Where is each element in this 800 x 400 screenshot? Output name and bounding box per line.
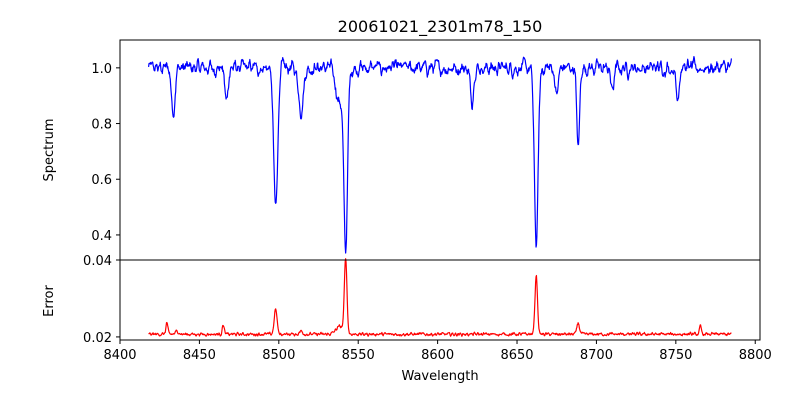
x-tick-label: 8450: [183, 348, 216, 363]
spectrum-series-group: [147, 55, 733, 254]
error-line: [148, 258, 732, 337]
chart-title: 20061021_2301m78_150: [338, 17, 543, 37]
spectrum-panel: 0.4 0.6 0.8 1.0 Spectrum: [42, 39, 761, 261]
spectrum-y-tick-label: 0.8: [91, 118, 112, 133]
x-tick-label: 8500: [262, 348, 295, 363]
spectrum-y-tick-label: 1.0: [91, 62, 112, 77]
error-y-axis-label: Error: [42, 285, 57, 317]
x-tick-label: 8800: [739, 348, 772, 363]
x-tick-label: 8400: [103, 348, 136, 363]
error-panel: 0.02 0.04 8400 8450 8500 8550 8600 8650 8700 875…: [42, 254, 772, 384]
x-tick-label: 8750: [659, 348, 692, 363]
x-axis-label: Wavelength: [401, 369, 478, 384]
error-y-tick-label: 0.04: [83, 254, 112, 269]
x-tick-label: 8650: [500, 348, 533, 363]
error-plot-area: [120, 260, 760, 340]
x-tick-label: 8550: [342, 348, 375, 363]
x-tick-label: 8700: [580, 348, 613, 363]
spectrum-y-tick-label: 0.6: [91, 173, 112, 188]
wavelength-x-ticks: 8400 8450 8500 8550 8600 8650 8700 8750 8800: [103, 340, 772, 363]
spectrum-plot-area: [120, 40, 760, 260]
spectrum-y-tick-label: 0.4: [91, 229, 112, 244]
spectrum-y-axis-label: Spectrum: [42, 119, 57, 182]
spectrum-y-ticks: 0.4 0.6 0.8 1.0: [91, 62, 120, 244]
spectrum-line: [147, 55, 733, 254]
error-axes-frame: [119, 259, 761, 341]
error-y-tick-label: 0.02: [83, 331, 112, 346]
error-series-group: [148, 258, 732, 337]
error-y-ticks: 0.02 0.04: [83, 254, 120, 346]
x-tick-label: 8600: [421, 348, 454, 363]
